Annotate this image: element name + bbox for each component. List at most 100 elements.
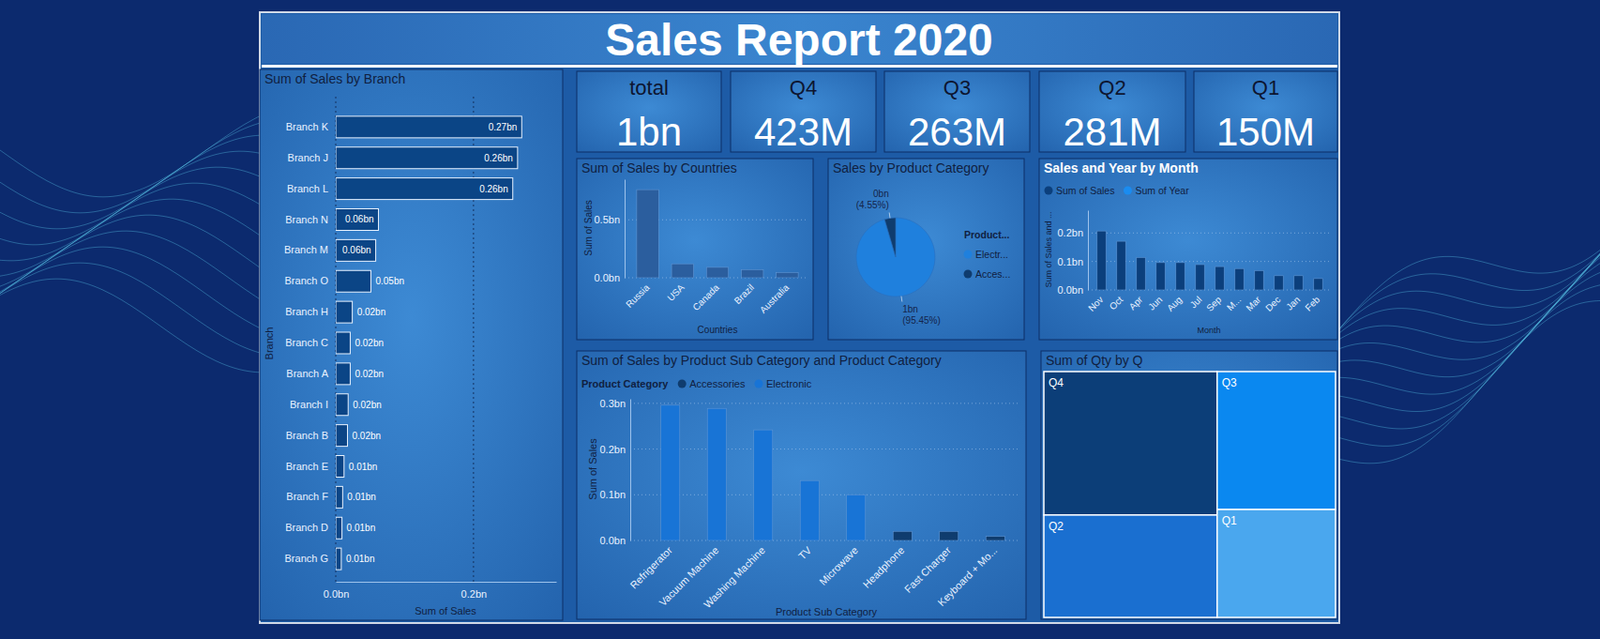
background-wave bbox=[0, 246, 263, 330]
legend-swatch bbox=[754, 379, 763, 389]
tick-label: Sep bbox=[1204, 293, 1224, 314]
chart-title: Sum of Sales by Countries bbox=[581, 160, 738, 176]
bar bbox=[939, 530, 959, 541]
tick-label: Headphone bbox=[860, 543, 907, 590]
data-label: 1bn(95.45%) bbox=[902, 303, 941, 326]
tick-label: Apr bbox=[1127, 293, 1146, 312]
tick-label: Branch F bbox=[286, 490, 329, 502]
tick-label: Branch H bbox=[285, 305, 329, 317]
chart-panel: Sales and Year by MonthNovOctAprJunAugJu… bbox=[1039, 158, 1338, 340]
bar bbox=[776, 271, 799, 278]
axis-title: Countries bbox=[697, 324, 739, 335]
tick-label: Refrigerator bbox=[627, 543, 675, 591]
background-wave bbox=[1331, 250, 1600, 340]
tick: Fast Charger bbox=[902, 543, 953, 595]
data-label: 0.06bn bbox=[342, 244, 372, 256]
tick: Branch M bbox=[284, 243, 329, 256]
axis-title: Sum of Sales bbox=[587, 437, 599, 500]
tick-label: Brazil bbox=[732, 282, 756, 306]
legend-label: Accessories bbox=[689, 377, 746, 390]
tick: Brazil bbox=[732, 282, 756, 306]
panel-background bbox=[1039, 158, 1338, 340]
tick-label: Branch M bbox=[284, 243, 329, 256]
bar bbox=[335, 239, 377, 261]
legend-label: Sum of Sales bbox=[1056, 184, 1115, 197]
axis: Branch KBranch JBranch LBranch NBranch M… bbox=[284, 120, 330, 564]
bar bbox=[335, 208, 379, 230]
cell-label: Q1 bbox=[1222, 513, 1238, 528]
legend-title: Product Category bbox=[581, 377, 669, 390]
bar bbox=[740, 269, 763, 278]
data-label: 0.05bn bbox=[375, 275, 405, 287]
tick: 0.5bn bbox=[593, 213, 620, 226]
tick: 0.0bn bbox=[593, 271, 620, 284]
bar bbox=[1136, 256, 1146, 290]
bar bbox=[335, 270, 371, 292]
kpi-card: Q2 281M bbox=[1039, 71, 1186, 154]
bar bbox=[335, 547, 342, 570]
tick-label: Branch J bbox=[287, 151, 329, 164]
card-label: Q2 bbox=[1098, 75, 1126, 100]
leader-line bbox=[889, 211, 891, 218]
legend-title: Product... bbox=[964, 228, 1011, 241]
background-wave bbox=[1331, 300, 1600, 463]
legend-label: Sum of Year bbox=[1134, 184, 1190, 197]
tick: Microwave bbox=[816, 543, 861, 588]
legend-swatch bbox=[1123, 186, 1133, 196]
background-wave bbox=[1331, 250, 1600, 337]
data-label: 0.02bn bbox=[351, 430, 381, 441]
tick: Australia bbox=[757, 281, 792, 316]
background-wave bbox=[1331, 254, 1600, 394]
bar bbox=[800, 480, 819, 541]
tick-label: Feb bbox=[1302, 293, 1322, 313]
card-value: 281M bbox=[1062, 109, 1162, 154]
tick: Feb bbox=[1302, 293, 1322, 313]
background-wave bbox=[0, 135, 263, 229]
tick-label: 0.2bn bbox=[461, 588, 488, 600]
panel-background bbox=[259, 69, 563, 620]
axis-line bbox=[624, 180, 626, 279]
tick-label: M... bbox=[1224, 294, 1244, 314]
tick-label: Branch O bbox=[285, 274, 330, 287]
bar bbox=[1195, 264, 1205, 290]
panel-background bbox=[828, 158, 1025, 340]
bar bbox=[335, 393, 348, 416]
tick-label: 0.0bn bbox=[1056, 284, 1084, 296]
background-wave bbox=[0, 114, 263, 197]
tick-label: 0.5bn bbox=[593, 213, 620, 226]
grid-line bbox=[1087, 232, 1330, 234]
bar bbox=[754, 429, 773, 541]
tick-label: Branch E bbox=[286, 460, 329, 472]
tick: Branch E bbox=[286, 460, 329, 472]
data-label: 0.02bn bbox=[354, 337, 384, 348]
bar bbox=[335, 454, 345, 477]
tick-label: Branch I bbox=[289, 398, 329, 410]
bar bbox=[1313, 278, 1323, 290]
tick: Branch J bbox=[287, 151, 329, 164]
card-value: 423M bbox=[754, 109, 853, 154]
tick-label: Microwave bbox=[816, 543, 861, 588]
bar bbox=[1254, 270, 1264, 290]
axis-title: Product Sub Category bbox=[775, 605, 878, 618]
bar bbox=[335, 516, 343, 539]
tick-label: Nov bbox=[1086, 294, 1105, 314]
report-title: Sales Report 2020 bbox=[604, 15, 994, 65]
data-label: 0.26bn bbox=[483, 152, 514, 164]
tick-label: 0.3bn bbox=[599, 397, 626, 409]
tick-label: Washing Machine bbox=[701, 543, 768, 610]
background-wave bbox=[1331, 246, 1600, 338]
tick: 0.0bn bbox=[323, 588, 350, 600]
background-wave bbox=[0, 278, 263, 373]
chart-title: Sum of Qty by Q bbox=[1045, 352, 1144, 368]
bar bbox=[985, 536, 1005, 541]
bars bbox=[636, 189, 799, 278]
bar bbox=[636, 189, 659, 278]
bar bbox=[1274, 275, 1284, 290]
tick-label: Keyboard + Mo... bbox=[935, 543, 999, 608]
data-label: 0.01bn bbox=[348, 461, 378, 472]
background-wave bbox=[1331, 249, 1600, 345]
report-frame bbox=[259, 12, 1340, 623]
axis: RefrigeratorVacuum MachineWashing Machin… bbox=[627, 543, 999, 610]
tick: Branch C bbox=[285, 336, 329, 348]
tick-label: Branch B bbox=[286, 429, 329, 441]
